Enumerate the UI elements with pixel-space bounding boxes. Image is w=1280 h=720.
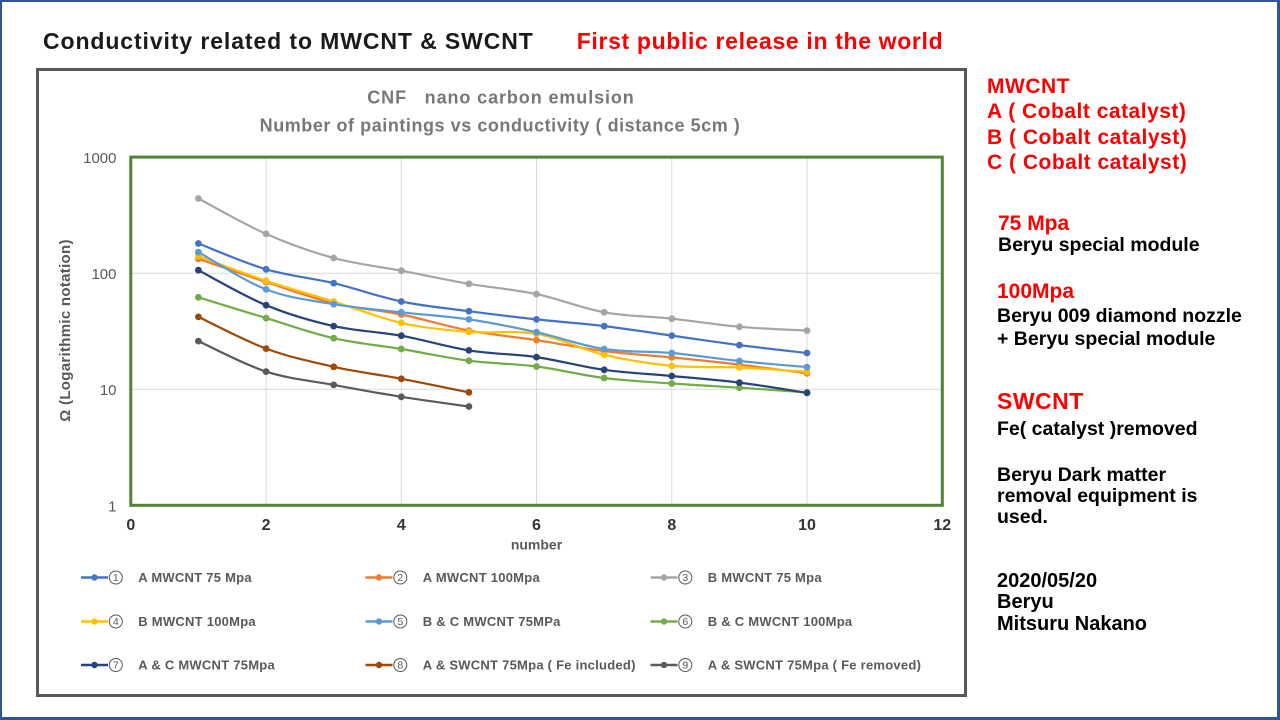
- svg-text:2: 2: [397, 572, 403, 584]
- svg-text:7: 7: [113, 660, 119, 672]
- svg-text:B & C MWCNT 75MPa: B & C MWCNT 75MPa: [423, 614, 561, 629]
- svg-text:1: 1: [108, 498, 116, 515]
- svg-text:Number of paintings vs conduct: Number of paintings vs conductivity ( di…: [260, 116, 741, 136]
- svg-text:A & SWCNT 75Mpa ( Fe included): A & SWCNT 75Mpa ( Fe included): [423, 658, 636, 673]
- svg-text:6: 6: [682, 616, 688, 628]
- svg-text:B MWCNT 75 Mpa: B MWCNT 75 Mpa: [708, 570, 823, 585]
- svg-text:0: 0: [126, 517, 135, 534]
- svg-text:number: number: [511, 537, 563, 553]
- svg-text:3: 3: [682, 572, 688, 584]
- svg-text:100: 100: [91, 266, 116, 283]
- svg-text:A & SWCNT 75Mpa ( Fe removed): A & SWCNT 75Mpa ( Fe removed): [708, 658, 921, 673]
- svg-text:2: 2: [262, 517, 271, 534]
- svg-text:10: 10: [798, 517, 816, 534]
- svg-text:A MWCNT 100Mpa: A MWCNT 100Mpa: [423, 570, 541, 585]
- svg-text:B MWCNT 100Mpa: B MWCNT 100Mpa: [138, 614, 256, 629]
- svg-text:6: 6: [532, 517, 541, 534]
- svg-text:8: 8: [397, 660, 403, 672]
- svg-text:9: 9: [682, 660, 688, 672]
- svg-text:5: 5: [397, 616, 403, 628]
- svg-text:10: 10: [100, 382, 117, 399]
- svg-text:CNF nano carbon emulsion: CNF nano carbon emulsion: [367, 88, 634, 108]
- svg-text:12: 12: [933, 517, 951, 534]
- svg-text:B & C MWCNT 100Mpa: B & C MWCNT 100Mpa: [708, 614, 853, 629]
- svg-text:4: 4: [113, 616, 119, 628]
- svg-text:Ω (Logarithmic notation): Ω (Logarithmic notation): [57, 239, 74, 422]
- svg-text:8: 8: [667, 517, 676, 534]
- svg-text:4: 4: [397, 517, 406, 534]
- svg-text:1: 1: [113, 572, 119, 584]
- svg-text:A MWCNT 75 Mpa: A MWCNT 75 Mpa: [138, 570, 252, 585]
- svg-text:1000: 1000: [83, 150, 116, 167]
- svg-text:A & C MWCNT 75Mpa: A & C MWCNT 75Mpa: [138, 658, 275, 673]
